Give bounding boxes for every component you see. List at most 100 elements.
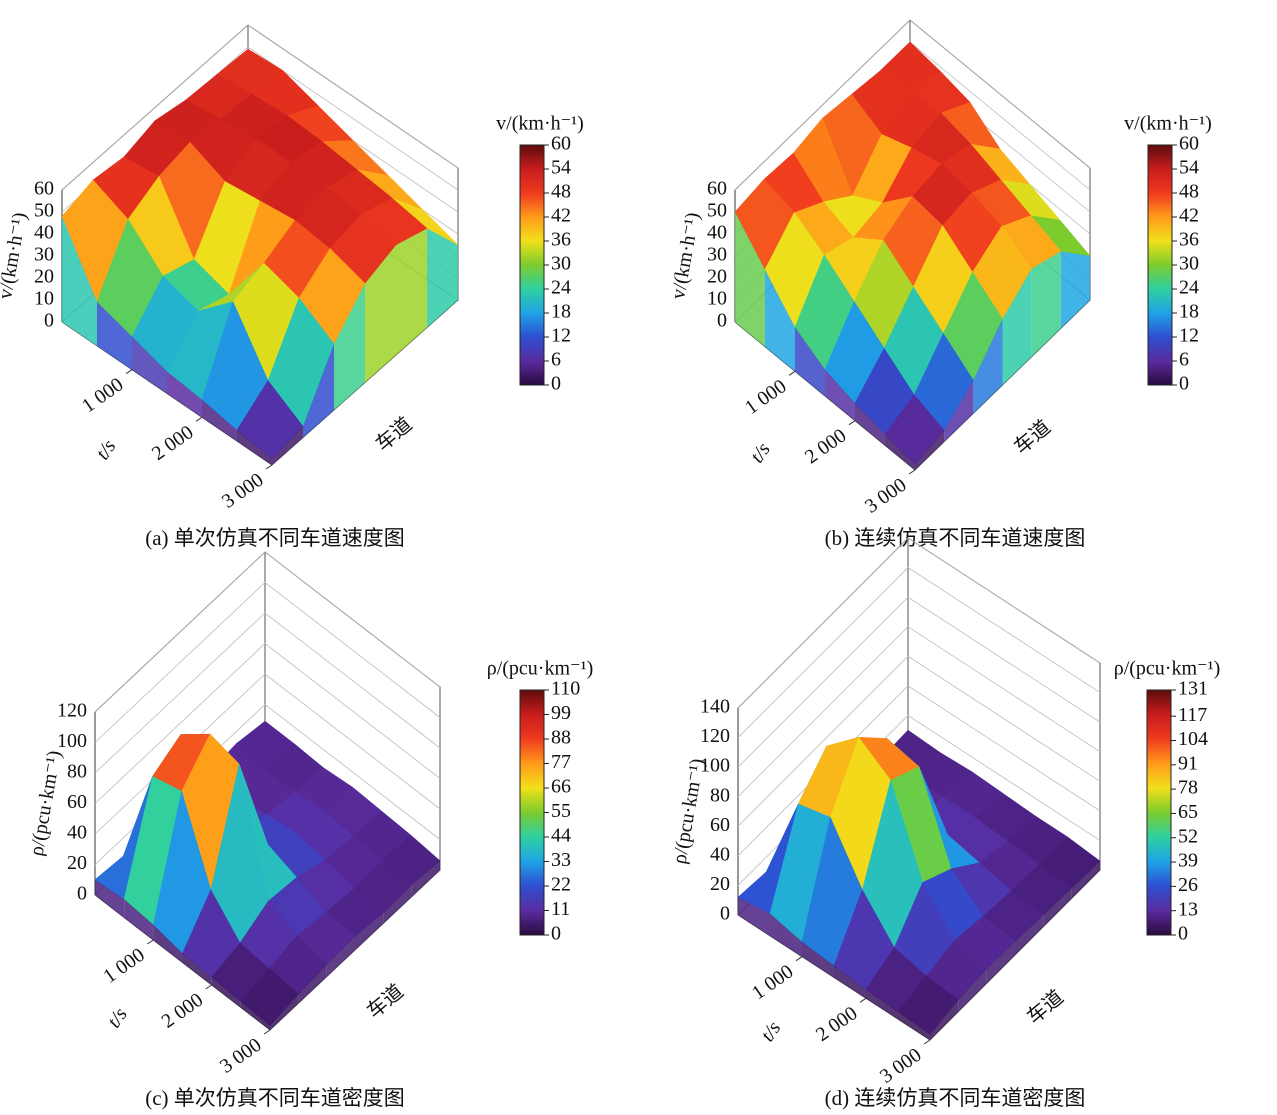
colorbar-tick-label: 131 bbox=[1178, 678, 1208, 700]
x-tick-label: 3 000 bbox=[216, 1034, 265, 1078]
z-tick-label: 20 bbox=[34, 266, 54, 288]
surface-skirt bbox=[944, 380, 974, 442]
x-axis-label: t/s bbox=[746, 439, 775, 467]
colorbar-tick-label: 91 bbox=[1178, 752, 1198, 774]
surface-skirt bbox=[1031, 251, 1061, 357]
surface-skirt bbox=[738, 897, 770, 936]
surface-skirt bbox=[167, 371, 202, 418]
surface-skirt bbox=[795, 327, 825, 396]
surface-skirt bbox=[326, 936, 355, 977]
grid-line bbox=[94, 612, 441, 774]
x-tick bbox=[795, 956, 803, 962]
grid-line bbox=[737, 567, 1101, 738]
z-axis-label: ρ/(pcu·km⁻¹) bbox=[669, 757, 709, 866]
surface-skirt bbox=[915, 430, 945, 470]
colorbar-tick-label: 117 bbox=[1178, 704, 1207, 726]
grid-line bbox=[94, 642, 441, 804]
surface-skirt bbox=[1060, 251, 1090, 329]
colorbar-tick-label: 0 bbox=[1178, 923, 1188, 945]
colorbar-tick-label: 18 bbox=[551, 301, 571, 323]
z-tick-label: 30 bbox=[34, 244, 54, 266]
colorbar-tick-label: 54 bbox=[551, 157, 571, 179]
z-axis-label: v/(km·h⁻¹) bbox=[0, 211, 31, 301]
surface-skirt bbox=[272, 426, 303, 465]
x-axis-label: t/s bbox=[103, 1004, 132, 1032]
colorbar-tick-label: 60 bbox=[551, 133, 571, 155]
y-axis-label: 车道 bbox=[1010, 415, 1055, 458]
surface-skirt bbox=[735, 212, 765, 347]
surface-skirt bbox=[1015, 914, 1044, 955]
surface-skirt bbox=[182, 953, 212, 985]
x-tick-label: 2 000 bbox=[158, 989, 207, 1033]
colorbar-tick-label: 42 bbox=[551, 205, 571, 227]
z-tick-label: 40 bbox=[710, 843, 730, 865]
colorbar-tick-label: 0 bbox=[1179, 373, 1189, 395]
grid-line bbox=[737, 685, 1101, 857]
colorbar-tick-label: 66 bbox=[551, 776, 571, 798]
colorbar-tick-label: 11 bbox=[551, 898, 570, 920]
colorbar-tick-label: 12 bbox=[551, 325, 571, 347]
grid-line bbox=[61, 24, 459, 191]
caption: (a) 单次仿真不同车道速度图 bbox=[145, 526, 405, 550]
colorbar-tick-label: 52 bbox=[1178, 825, 1198, 847]
z-tick-label: 100 bbox=[700, 755, 730, 777]
surface-skirt bbox=[211, 977, 241, 1008]
colorbar-title: v/(km·h⁻¹) bbox=[496, 113, 584, 135]
surface-skirt bbox=[898, 1011, 930, 1040]
x-tick-label: 1 000 bbox=[741, 375, 790, 419]
z-tick-label: 0 bbox=[77, 883, 87, 905]
colorbar-tick-label: 99 bbox=[551, 702, 571, 724]
surface-skirt bbox=[62, 216, 97, 346]
z-tick-label: 50 bbox=[707, 200, 727, 222]
colorbar-tick-label: 77 bbox=[551, 751, 571, 773]
x-tick bbox=[147, 939, 154, 945]
x-tick-label: 2 000 bbox=[801, 425, 850, 469]
z-tick-label: 0 bbox=[44, 310, 54, 332]
x-tick-label: 1 000 bbox=[748, 961, 797, 1005]
colorbar-tick-label: 36 bbox=[1179, 229, 1199, 251]
surface-skirt bbox=[1002, 268, 1032, 385]
grid-line bbox=[94, 581, 441, 743]
grid-line bbox=[737, 537, 1101, 709]
colorbar-tick-label: 60 bbox=[1179, 133, 1199, 155]
surface-skirt bbox=[270, 994, 299, 1030]
z-tick-label: 20 bbox=[710, 873, 730, 895]
z-tick-label: 30 bbox=[707, 244, 727, 266]
surface-skirt bbox=[202, 399, 237, 442]
x-axis-label: t/s bbox=[756, 1017, 785, 1045]
colorbar-tick-label: 26 bbox=[1178, 874, 1198, 896]
x-tick bbox=[848, 420, 856, 426]
colorbar-tick-label: 104 bbox=[1178, 728, 1208, 750]
surface-skirt bbox=[802, 941, 834, 978]
surface-skirt bbox=[240, 1001, 270, 1030]
surface-skirt bbox=[825, 369, 855, 421]
x-tick bbox=[859, 997, 867, 1003]
z-tick-label: 50 bbox=[34, 200, 54, 222]
x-axis-label: t/s bbox=[92, 436, 121, 464]
z-tick-label: 40 bbox=[34, 222, 54, 244]
y-axis-label: 车道 bbox=[371, 413, 416, 456]
z-tick-label: 60 bbox=[710, 814, 730, 836]
colorbar-tick-label: 24 bbox=[551, 277, 571, 299]
surface-skirt bbox=[866, 989, 898, 1020]
z-tick-label: 40 bbox=[707, 222, 727, 244]
z-tick-label: 60 bbox=[67, 791, 87, 813]
x-tick-label: 3 000 bbox=[861, 474, 910, 518]
x-tick-label: 3 000 bbox=[876, 1044, 925, 1088]
surface-skirt bbox=[132, 336, 167, 394]
grid-line bbox=[737, 626, 1101, 797]
caption: (c) 单次仿真不同车道密度图 bbox=[145, 1086, 405, 1110]
colorbar-title: v/(km·h⁻¹) bbox=[1124, 113, 1212, 135]
surface-skirt bbox=[124, 899, 154, 940]
colorbar-tick-label: 48 bbox=[1179, 181, 1199, 203]
z-tick-label: 60 bbox=[707, 178, 727, 200]
x-tick bbox=[923, 1039, 931, 1045]
x-tick bbox=[908, 469, 916, 475]
surface-skirt bbox=[770, 913, 802, 957]
y-axis-label: 车道 bbox=[362, 980, 407, 1023]
surface-skirt bbox=[1071, 861, 1100, 899]
surface-skirt bbox=[411, 860, 440, 897]
